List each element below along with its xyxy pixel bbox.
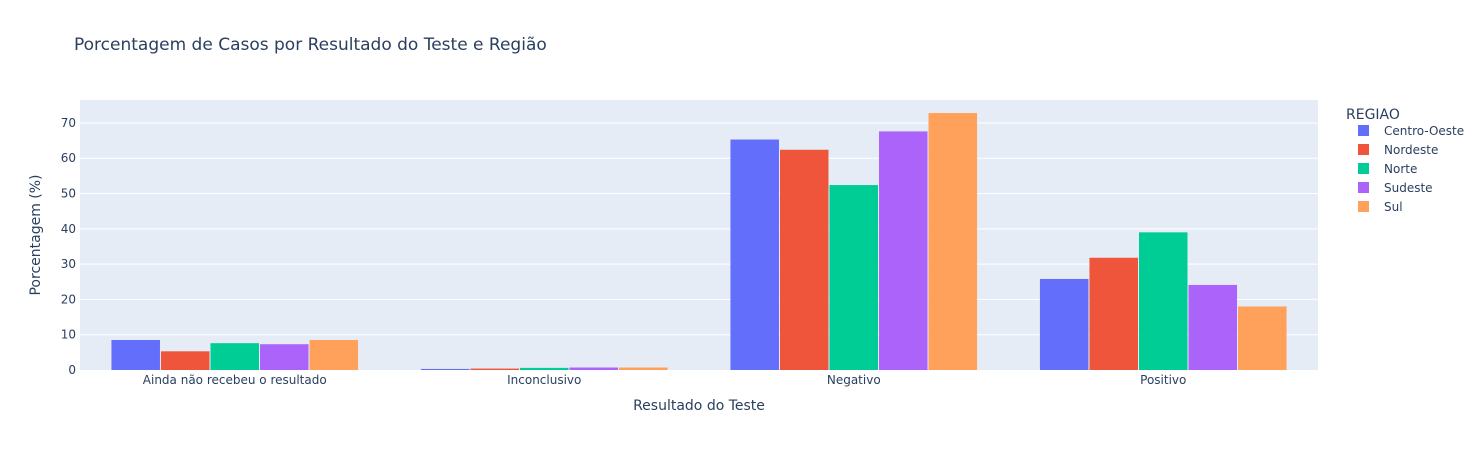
bar-sudeste-3[interactable] xyxy=(1188,284,1238,370)
bar-sul-3[interactable] xyxy=(1238,306,1287,370)
y-tick-label: 50 xyxy=(61,187,76,201)
y-tick-label: 10 xyxy=(61,328,76,342)
bar-sudeste-2[interactable] xyxy=(879,131,928,370)
y-axis-ticks: 0 10 20 30 40 50 60 70 xyxy=(61,116,76,377)
x-tick-label: Positivo xyxy=(1140,373,1186,387)
y-tick-label: 70 xyxy=(61,116,76,130)
bar-sudeste-0[interactable] xyxy=(260,344,309,370)
x-tick-label: Inconclusivo xyxy=(507,373,581,387)
x-tick-label: Negativo xyxy=(827,373,881,387)
legend-label-norte[interactable]: Norte xyxy=(1384,162,1417,176)
bar-nordeste-0[interactable] xyxy=(160,351,210,370)
bar-centro-oeste-1[interactable] xyxy=(420,368,470,370)
y-tick-label: 0 xyxy=(68,363,76,377)
x-axis-title: Resultado do Teste xyxy=(633,398,765,414)
legend-swatch-nordeste[interactable] xyxy=(1358,144,1369,155)
y-tick-label: 60 xyxy=(61,151,76,165)
bar-nordeste-3[interactable] xyxy=(1089,257,1138,370)
bar-nordeste-2[interactable] xyxy=(779,149,829,370)
legend-title: REGIAO xyxy=(1346,107,1400,123)
legend-swatch-norte[interactable] xyxy=(1358,163,1369,174)
legend: REGIAO Centro-Oeste Nordeste Norte Sudeste S… xyxy=(1346,107,1464,214)
legend-swatch-centro-oeste[interactable] xyxy=(1358,125,1369,136)
y-axis-title: Porcentagem (%) xyxy=(28,174,44,295)
legend-swatch-sudeste[interactable] xyxy=(1358,182,1369,193)
y-tick-label: 20 xyxy=(61,292,76,306)
bar-sul-0[interactable] xyxy=(309,340,359,370)
x-axis-ticks: Ainda não recebeu o resultado Inconclusiv… xyxy=(143,373,1187,387)
y-tick-label: 30 xyxy=(61,257,76,271)
bar-nordeste-1[interactable] xyxy=(470,368,519,370)
bar-centro-oeste-2[interactable] xyxy=(730,139,779,370)
bar-norte-2[interactable] xyxy=(829,185,879,370)
bar-centro-oeste-0[interactable] xyxy=(111,340,160,370)
legend-label-sudeste[interactable]: Sudeste xyxy=(1384,181,1433,195)
x-tick-label: Ainda não recebeu o resultado xyxy=(143,373,327,387)
bar-sul-1[interactable] xyxy=(619,367,668,370)
y-tick-label: 40 xyxy=(61,222,76,236)
chart-title: Porcentagem de Casos por Resultado do Te… xyxy=(74,35,547,55)
bar-sudeste-1[interactable] xyxy=(569,367,619,370)
bar-norte-1[interactable] xyxy=(519,367,569,370)
legend-label-sul[interactable]: Sul xyxy=(1384,200,1403,214)
bar-sul-2[interactable] xyxy=(928,113,978,370)
legend-swatch-sul[interactable] xyxy=(1358,201,1369,212)
bar-norte-0[interactable] xyxy=(210,343,260,370)
legend-label-centro-oeste[interactable]: Centro-Oeste xyxy=(1384,124,1464,138)
bars xyxy=(111,113,1287,370)
legend-label-nordeste[interactable]: Nordeste xyxy=(1384,143,1438,157)
bar-centro-oeste-3[interactable] xyxy=(1039,278,1089,370)
bar-norte-3[interactable] xyxy=(1138,232,1188,370)
